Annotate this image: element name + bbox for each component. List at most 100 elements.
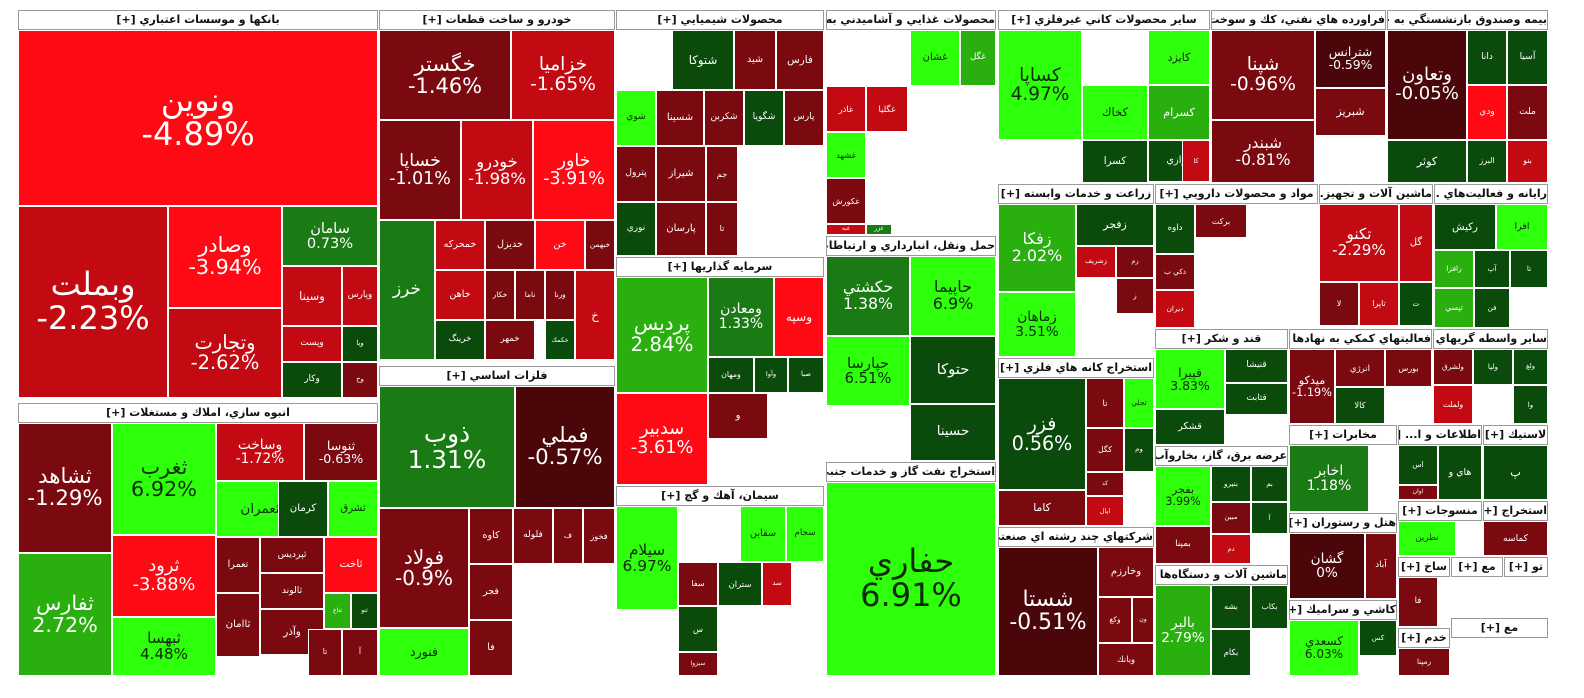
stock-tile[interactable]: خمهر bbox=[485, 320, 535, 360]
stock-tile[interactable]: ذوب 1.31% bbox=[379, 386, 515, 508]
stock-tile[interactable]: ثفارس 2.72% bbox=[18, 553, 112, 676]
stock-tile[interactable]: س bbox=[678, 606, 718, 652]
stock-tile[interactable]: ز bbox=[1116, 278, 1154, 314]
stock-tile[interactable]: ثاخت bbox=[324, 537, 378, 593]
stock-tile[interactable]: آ bbox=[1251, 502, 1288, 534]
stock-tile[interactable]: شگويا bbox=[744, 90, 784, 146]
expand-toggle[interactable]: [+] bbox=[1458, 560, 1478, 573]
stock-tile[interactable]: ستران bbox=[718, 562, 762, 606]
stock-tile[interactable]: قشكر bbox=[1155, 409, 1225, 445]
sector-header-utility[interactable]: عرضه برق، گاز، بخاروآب ... [+] bbox=[1155, 446, 1288, 466]
stock-tile[interactable]: خاهن bbox=[435, 270, 485, 320]
stock-tile[interactable]: ف bbox=[553, 508, 583, 564]
stock-tile[interactable]: بم bbox=[1251, 466, 1288, 502]
stock-tile[interactable]: غكورش bbox=[826, 178, 866, 224]
sector-header-plastic[interactable]: لاستيك [+] bbox=[1483, 425, 1548, 445]
expand-toggle[interactable]: [+] bbox=[1401, 560, 1421, 573]
sector-header-finservices[interactable]: فعاليتهاي كمكي به نهادها ... [+] bbox=[1289, 329, 1432, 349]
stock-tile[interactable]: بالبر 2.79% bbox=[1155, 585, 1211, 676]
stock-tile[interactable]: فجر bbox=[469, 564, 513, 620]
stock-tile[interactable]: وسينا bbox=[282, 266, 342, 326]
stock-tile[interactable]: خن bbox=[535, 220, 585, 270]
stock-tile[interactable]: سدبير -3.61% bbox=[616, 393, 708, 485]
stock-tile[interactable]: وكغ bbox=[1098, 597, 1132, 643]
stock-tile[interactable]: خمحركه bbox=[435, 220, 485, 270]
stock-tile[interactable]: گشان 0% bbox=[1289, 533, 1365, 599]
sector-header-tile[interactable]: كاشي و سراميك [+] bbox=[1289, 600, 1397, 620]
stock-tile[interactable]: وپا bbox=[342, 326, 378, 362]
expand-toggle[interactable]: [+] bbox=[1401, 631, 1421, 644]
stock-tile[interactable]: جم bbox=[706, 146, 738, 202]
stock-tile[interactable]: وآوا bbox=[754, 357, 788, 393]
stock-tile[interactable]: پارس bbox=[784, 90, 824, 146]
stock-tile[interactable]: شپنا -0.96% bbox=[1211, 30, 1315, 120]
sector-header-oil[interactable]: فراورده هاي نفتي، كك و سوخت ه... [+] bbox=[1211, 10, 1386, 30]
stock-tile[interactable]: ثغرب 6.92% bbox=[112, 423, 216, 535]
stock-tile[interactable]: وخارزم bbox=[1098, 547, 1154, 597]
stock-tile[interactable]: ت bbox=[1399, 282, 1433, 326]
expand-toggle[interactable]: [+] bbox=[106, 406, 126, 419]
expand-toggle[interactable]: [+] bbox=[1309, 428, 1329, 441]
stock-tile[interactable]: آ bbox=[342, 629, 378, 676]
sector-header-textile[interactable]: منسوجات [+] bbox=[1398, 501, 1482, 521]
stock-tile[interactable]: كايزد bbox=[1148, 30, 1210, 85]
stock-tile[interactable]: ناما bbox=[515, 270, 545, 320]
stock-tile[interactable]: قثابت bbox=[1225, 383, 1288, 415]
stock-tile[interactable]: فارس bbox=[776, 30, 824, 90]
stock-tile[interactable]: ومهان bbox=[708, 357, 754, 393]
stock-tile[interactable]: نوري bbox=[616, 202, 656, 256]
stock-tile[interactable]: وكار bbox=[282, 362, 342, 398]
stock-tile[interactable]: ثبهسا 4.48% bbox=[112, 617, 216, 676]
stock-tile[interactable]: تاپرا bbox=[1359, 282, 1399, 326]
sector-header-misc2[interactable]: تو [+] bbox=[1504, 557, 1548, 577]
stock-tile[interactable]: حسينا bbox=[910, 404, 996, 461]
stock-tile[interactable]: ملت bbox=[1507, 85, 1548, 140]
stock-tile[interactable]: پ bbox=[1483, 445, 1548, 500]
stock-tile[interactable]: وا bbox=[1513, 385, 1548, 424]
stock-tile[interactable]: تكنو -2.29% bbox=[1319, 204, 1399, 282]
stock-tile[interactable]: كالا bbox=[1335, 387, 1385, 424]
stock-tile[interactable]: وبانك bbox=[1098, 643, 1154, 676]
stock-tile[interactable]: صبا bbox=[788, 357, 824, 393]
sector-header-machinery[interactable]: ماشين آلات و تجهيز... [+] bbox=[1319, 184, 1433, 204]
stock-tile[interactable]: شتوكا bbox=[672, 30, 734, 90]
stock-tile[interactable]: فا bbox=[469, 620, 513, 676]
sector-header-insurance[interactable]: بيمه وصندوق بازنشستگي به جز ... [+] bbox=[1387, 10, 1548, 30]
stock-tile[interactable]: شبريز bbox=[1315, 88, 1386, 136]
sector-header-otherfin[interactable]: ساير واسطه گريهاي ... [+] bbox=[1433, 329, 1548, 349]
stock-tile[interactable]: زفكا 2.02% bbox=[998, 204, 1076, 292]
stock-tile[interactable]: سبزوا bbox=[678, 652, 718, 676]
stock-tile[interactable]: ون bbox=[1132, 597, 1154, 643]
stock-tile[interactable]: تا bbox=[706, 202, 738, 256]
stock-tile[interactable]: سد bbox=[762, 562, 792, 606]
stock-tile[interactable]: اپال bbox=[1086, 496, 1124, 526]
expand-toggle[interactable]: [+] bbox=[1402, 504, 1422, 517]
stock-tile[interactable]: حفاري 6.91% bbox=[826, 482, 996, 676]
sector-header-info[interactable]: اطلاعات و ا... [+] bbox=[1398, 425, 1482, 445]
stock-tile[interactable]: بشه bbox=[1211, 585, 1251, 629]
stock-tile[interactable]: آسيا bbox=[1507, 30, 1548, 85]
sector-header-mining[interactable]: ساير محصولات كاني غيرفلزي [+] bbox=[998, 10, 1210, 30]
expand-toggle[interactable]: [+] bbox=[657, 13, 677, 26]
stock-tile[interactable]: قنيشا bbox=[1225, 349, 1288, 383]
stock-tile[interactable]: ورنا bbox=[545, 270, 575, 320]
stock-tile[interactable]: وساخت -1.72% bbox=[216, 423, 304, 481]
stock-tile[interactable]: پرديس 2.84% bbox=[616, 277, 708, 393]
stock-tile[interactable]: تا bbox=[1086, 378, 1124, 428]
stock-tile[interactable]: گل bbox=[1399, 204, 1433, 282]
stock-tile[interactable]: شترانس -0.59% bbox=[1315, 30, 1386, 88]
stock-tile[interactable]: رمپنا bbox=[1398, 648, 1450, 676]
stock-tile[interactable]: كساپا 4.97% bbox=[998, 30, 1082, 140]
stock-tile[interactable]: انرژي bbox=[1335, 349, 1385, 387]
stock-tile[interactable]: وتجارت -2.62% bbox=[168, 308, 282, 398]
stock-tile[interactable]: فملي -0.57% bbox=[515, 386, 615, 508]
stock-tile[interactable]: البرز bbox=[1467, 140, 1507, 183]
expand-toggle[interactable]: [+] bbox=[1011, 13, 1031, 26]
stock-tile[interactable]: وتعاون -0.05% bbox=[1387, 30, 1467, 140]
stock-tile[interactable]: غشهد bbox=[826, 132, 866, 178]
stock-tile[interactable]: خساپا -1.01% bbox=[379, 120, 461, 220]
stock-tile[interactable]: وليا bbox=[1473, 349, 1513, 385]
stock-tile[interactable]: خديزل bbox=[485, 220, 535, 270]
stock-tile[interactable]: كسعدي 6.03% bbox=[1289, 620, 1359, 676]
stock-tile[interactable]: شبندر -0.81% bbox=[1211, 120, 1315, 183]
